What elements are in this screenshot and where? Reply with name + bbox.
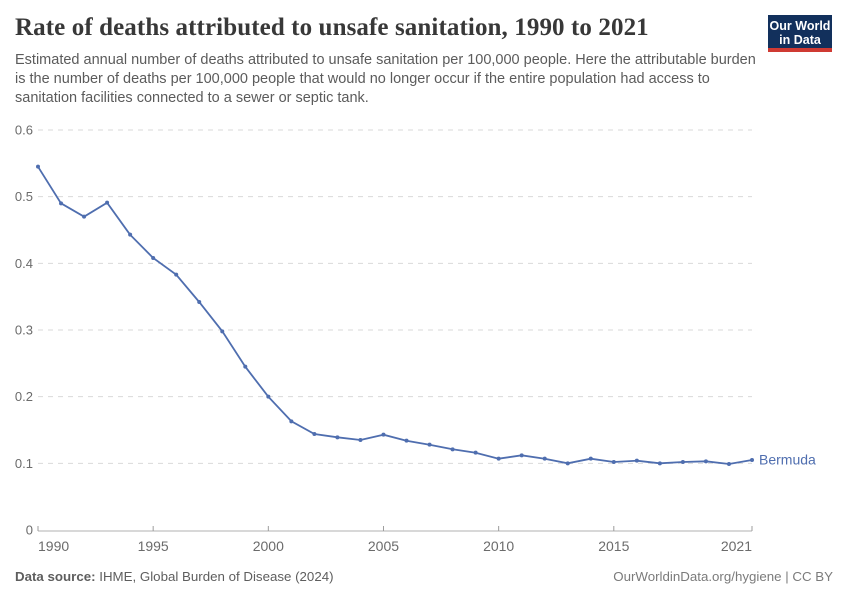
data-point-2000[interactable]	[266, 394, 271, 399]
owid-logo-line1: Our World	[769, 19, 831, 33]
y-axis-tick-label: 0.1	[15, 456, 33, 471]
data-source-value: IHME, Global Burden of Disease (2024)	[95, 569, 334, 584]
data-point-1991[interactable]	[59, 201, 64, 206]
y-axis-tick-label: 0.2	[15, 389, 33, 404]
data-source-note: Data source: IHME, Global Burden of Dise…	[15, 569, 334, 584]
x-axis-tick-label: 2021	[721, 538, 752, 554]
data-point-1995[interactable]	[151, 256, 156, 260]
data-point-2005[interactable]	[381, 432, 386, 437]
y-axis-tick-label: 0.3	[15, 323, 33, 338]
data-point-1998[interactable]	[220, 329, 225, 334]
data-point-2003[interactable]	[335, 435, 340, 440]
data-point-2012[interactable]	[542, 456, 547, 461]
x-axis-tick-label: 1990	[38, 538, 69, 554]
chart-subtitle: Estimated annual number of deaths attrib…	[15, 52, 756, 106]
credit-link[interactable]: OurWorldinData.org/hygiene | CC BY	[613, 569, 833, 584]
x-axis-tick-label: 2000	[253, 538, 284, 554]
data-point-1990[interactable]	[36, 164, 40, 169]
data-point-2020[interactable]	[726, 462, 731, 466]
x-axis-tick-label: 2010	[483, 538, 514, 554]
data-point-2002[interactable]	[312, 432, 317, 436]
data-point-1994[interactable]	[128, 232, 133, 237]
y-axis-tick-label: 0	[26, 523, 33, 538]
data-point-2018[interactable]	[680, 460, 685, 464]
y-axis-tick-label: 0.5	[15, 189, 33, 204]
series-line-bermuda[interactable]	[37, 166, 753, 465]
series-end-label[interactable]: Bermuda	[759, 452, 816, 468]
x-axis-tick-label: 2015	[598, 538, 629, 554]
y-axis-tick-label: 0.4	[15, 256, 33, 271]
data-point-2009[interactable]	[473, 450, 478, 455]
data-point-2008[interactable]	[450, 447, 455, 452]
data-point-1996[interactable]	[174, 272, 179, 277]
data-point-2021[interactable]	[750, 458, 754, 462]
x-axis-tick-label: 1995	[138, 538, 169, 554]
data-source-label: Data source:	[15, 569, 96, 584]
data-point-2014[interactable]	[588, 456, 593, 461]
data-point-2010[interactable]	[496, 456, 501, 461]
data-point-1997[interactable]	[197, 300, 202, 304]
data-point-2006[interactable]	[404, 438, 409, 443]
data-point-2001[interactable]	[289, 419, 294, 424]
data-point-2013[interactable]	[565, 461, 570, 466]
y-axis-tick-label: 0.6	[15, 123, 33, 138]
data-point-2004[interactable]	[358, 438, 363, 442]
data-point-2011[interactable]	[519, 453, 524, 458]
data-point-1992[interactable]	[82, 214, 87, 219]
data-point-1993[interactable]	[105, 200, 110, 205]
owid-logo-line2: in Data	[779, 33, 821, 47]
data-point-2015[interactable]	[611, 460, 616, 464]
data-point-1999[interactable]	[243, 364, 248, 369]
data-point-2016[interactable]	[634, 458, 639, 463]
data-point-2007[interactable]	[427, 442, 432, 447]
data-point-2019[interactable]	[703, 459, 708, 464]
x-axis-tick-label: 2005	[368, 538, 399, 554]
owid-logo[interactable]: Our World in Data	[768, 15, 832, 52]
page-title: Rate of deaths attributed to unsafe sani…	[15, 14, 649, 41]
data-point-2017[interactable]	[657, 461, 662, 466]
